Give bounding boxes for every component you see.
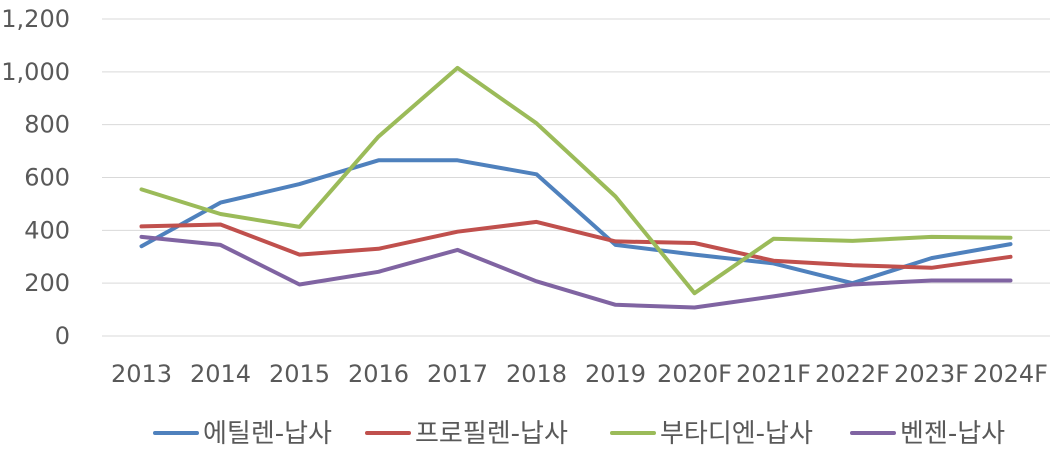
series-line-1	[139, 158, 1013, 286]
y-tick-label: 200	[24, 269, 70, 297]
gridlines	[102, 18, 1050, 337]
x-tick-label: 2013	[111, 360, 172, 388]
x-tick-label: 2018	[506, 360, 567, 388]
y-tick-label: 1,200	[1, 5, 70, 33]
y-tick-label: 800	[24, 111, 70, 139]
series-line-3	[139, 65, 1013, 296]
y-tick-label: 400	[24, 216, 70, 244]
x-tick-label: 2016	[348, 360, 409, 388]
y-tick-label: 1,000	[1, 58, 70, 86]
legend-label: 벤젠-납사	[900, 419, 1005, 449]
x-tick-label: 2022F	[815, 360, 890, 388]
x-tick-label: 2021F	[736, 360, 811, 388]
x-tick-label: 2015	[269, 360, 330, 388]
series-line-4	[139, 234, 1013, 310]
x-tick-label: 2024F	[973, 360, 1048, 388]
y-tick-label: 0	[55, 322, 70, 350]
x-tick-label: 2019	[585, 360, 646, 388]
x-tick-label: 2023F	[894, 360, 969, 388]
series-lines	[139, 65, 1013, 310]
legend-label: 에틸렌-납사	[203, 419, 332, 449]
legend-label: 프로필렌-납사	[415, 419, 568, 449]
x-tick-label: 2020F	[657, 360, 732, 388]
x-tick-label: 2014	[190, 360, 251, 388]
y-tick-label: 600	[24, 164, 70, 192]
y-axis-ticks: 0 200 400 600 800 1,000 1,200	[1, 5, 70, 350]
legend-label: 부타디엔-납사	[660, 419, 813, 449]
x-axis-ticks: 2013 2014 2015 2016 2017 2018 2019 2020F 2021F 20…	[111, 360, 1048, 388]
x-tick-label: 2017	[427, 360, 488, 388]
legend: 에틸렌-납사 프로필렌-납사 부타디엔-납사 벤젠-납사	[153, 419, 1005, 449]
series-line-2	[139, 219, 1013, 270]
